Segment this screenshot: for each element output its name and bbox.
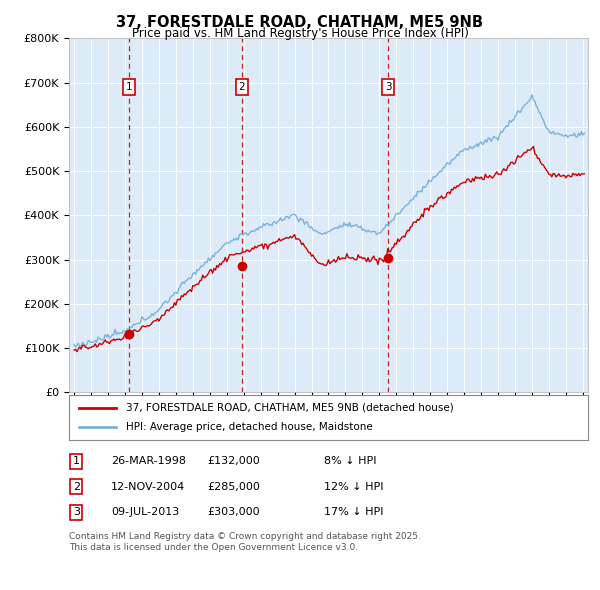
Text: 1: 1 bbox=[125, 82, 132, 92]
Text: 17% ↓ HPI: 17% ↓ HPI bbox=[324, 507, 383, 517]
Text: £303,000: £303,000 bbox=[207, 507, 260, 517]
Text: HPI: Average price, detached house, Maidstone: HPI: Average price, detached house, Maid… bbox=[126, 422, 373, 432]
Text: 2: 2 bbox=[73, 482, 80, 491]
Text: 37, FORESTDALE ROAD, CHATHAM, ME5 9NB (detached house): 37, FORESTDALE ROAD, CHATHAM, ME5 9NB (d… bbox=[126, 403, 454, 412]
Text: 3: 3 bbox=[73, 507, 80, 517]
Text: Price paid vs. HM Land Registry's House Price Index (HPI): Price paid vs. HM Land Registry's House … bbox=[131, 27, 469, 40]
Text: 12-NOV-2004: 12-NOV-2004 bbox=[111, 482, 185, 491]
Text: 09-JUL-2013: 09-JUL-2013 bbox=[111, 507, 179, 517]
Text: 1: 1 bbox=[73, 457, 80, 466]
Text: 8% ↓ HPI: 8% ↓ HPI bbox=[324, 457, 377, 466]
Text: 12% ↓ HPI: 12% ↓ HPI bbox=[324, 482, 383, 491]
Text: 3: 3 bbox=[385, 82, 392, 92]
Text: 37, FORESTDALE ROAD, CHATHAM, ME5 9NB: 37, FORESTDALE ROAD, CHATHAM, ME5 9NB bbox=[116, 15, 484, 30]
Text: 2: 2 bbox=[238, 82, 245, 92]
Text: £132,000: £132,000 bbox=[207, 457, 260, 466]
Text: £285,000: £285,000 bbox=[207, 482, 260, 491]
Text: 26-MAR-1998: 26-MAR-1998 bbox=[111, 457, 186, 466]
Text: Contains HM Land Registry data © Crown copyright and database right 2025.
This d: Contains HM Land Registry data © Crown c… bbox=[69, 532, 421, 552]
